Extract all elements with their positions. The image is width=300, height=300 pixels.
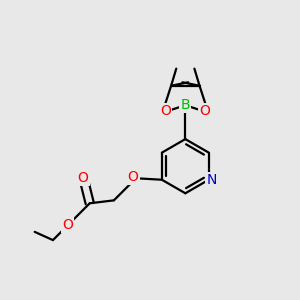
Text: O: O xyxy=(77,171,88,185)
Text: O: O xyxy=(128,170,139,184)
Text: N: N xyxy=(206,173,217,187)
Text: B: B xyxy=(181,98,190,112)
Text: O: O xyxy=(62,218,73,232)
Text: O: O xyxy=(199,104,210,118)
Text: O: O xyxy=(160,104,171,118)
